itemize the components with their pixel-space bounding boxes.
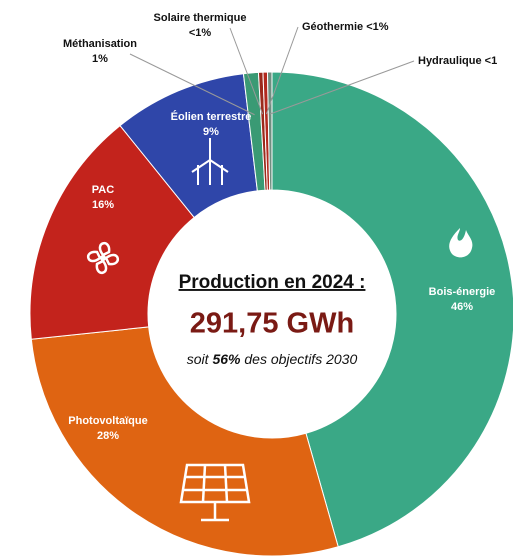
note-start: soit [187,351,213,367]
slice-name: Hydraulique [418,55,482,67]
solar-icon [179,463,251,522]
leader-line [129,53,255,116]
leader-line [229,27,264,115]
icons [87,138,473,522]
flame-icon [449,228,473,258]
donut-hole [148,190,396,438]
slice-name: Géothermie [302,21,363,33]
slice-label: Géothermie <1% [302,21,389,33]
slice-value-label: <1% [366,21,389,33]
slice-value-label: 28% [97,430,119,442]
center-note: soit 56% des objectifs 2030 [187,351,358,367]
fan-icon [87,242,119,274]
center-heading: Production en 2024 : [179,272,366,293]
slice-label: Éolien terrestre [171,110,252,123]
note-end: des objectifs 2030 [240,351,357,367]
slice-value-label: 1% [92,53,108,65]
leader-line [269,60,415,115]
slice-value-label: <1 [485,55,498,67]
slice-value-label: 9% [203,126,219,138]
slice-label: Bois-énergie [429,286,496,298]
note-share: 56% [212,351,241,367]
slice-label: Méthanisation [63,38,137,50]
donut [29,71,513,556]
leader-line [265,26,299,115]
slice-value-label: <1% [189,27,212,39]
slice-value-label: 46% [451,301,473,313]
slice-value-label: 16% [92,199,114,211]
slice-label: Solaire thermique [154,12,247,24]
center-total: 291,75 GWh [190,308,354,340]
slice-label: Hydraulique <1 [418,55,497,67]
slice-label: PAC [92,184,114,196]
slice-label: Photovoltaïque [68,415,147,427]
turbine-icon [191,138,229,185]
